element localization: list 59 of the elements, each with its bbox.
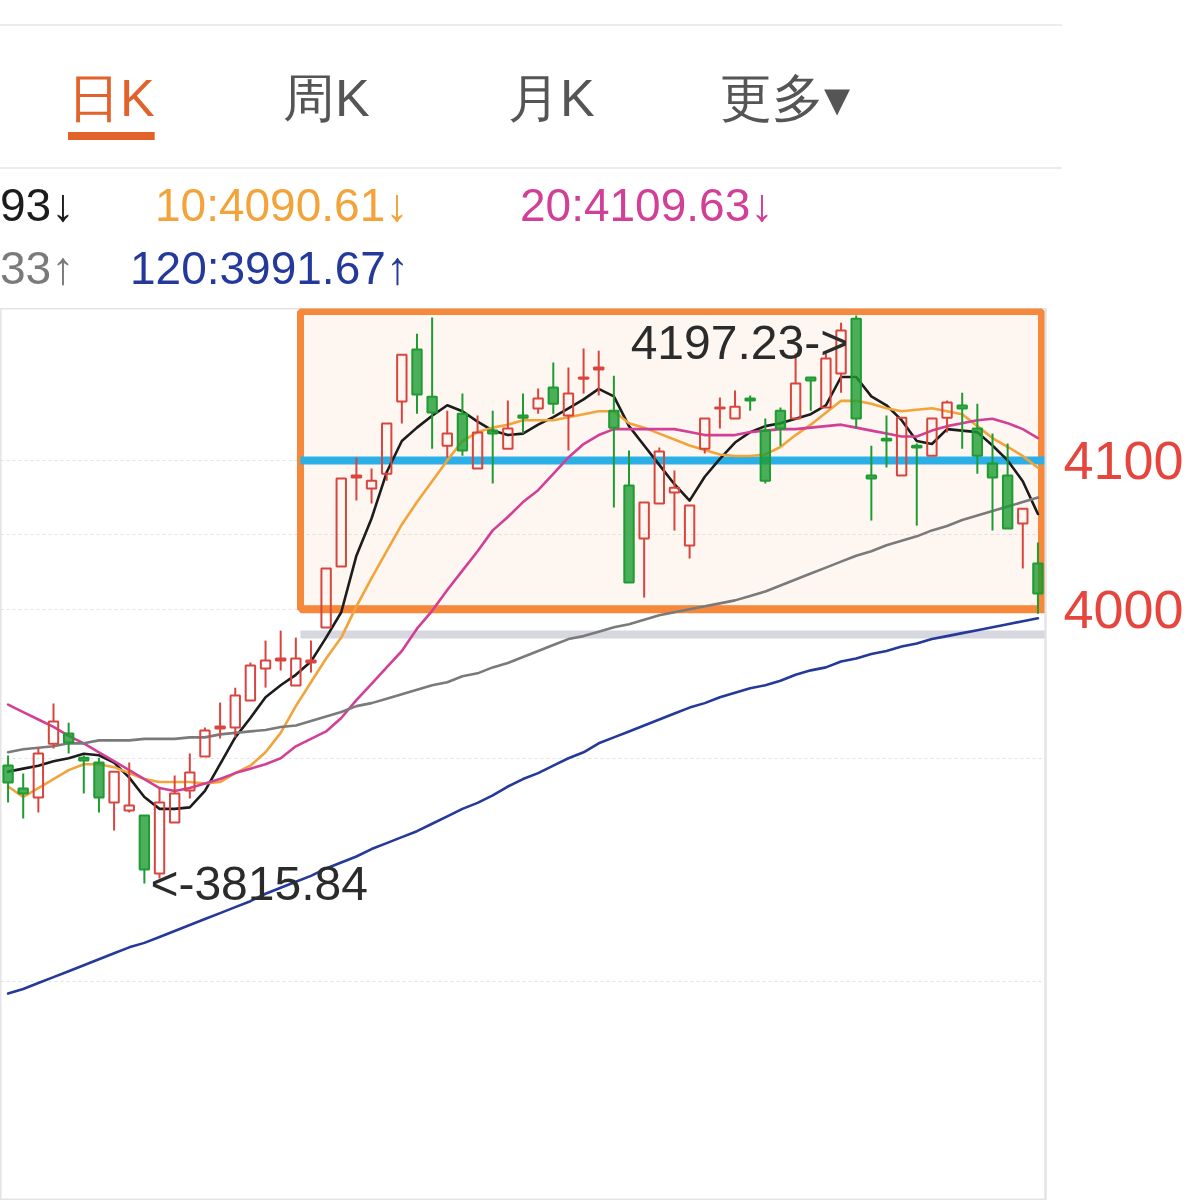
text: 周K (283, 68, 370, 129)
candlestick (108, 770, 120, 832)
candlestick (593, 349, 605, 397)
line-series (6, 616, 1040, 995)
candlestick (683, 504, 696, 560)
candlestick (926, 417, 938, 457)
candlestick (895, 416, 908, 477)
candlestick (426, 316, 438, 450)
candlestick (805, 376, 817, 412)
candlestick (168, 774, 181, 824)
candlestick (471, 414, 484, 470)
candlestick (487, 409, 499, 485)
candlestick (502, 399, 514, 450)
candlestick (956, 391, 968, 450)
candlestick (547, 361, 559, 415)
candlestick (441, 409, 453, 459)
candlestick (305, 639, 317, 674)
candlestick (411, 332, 423, 415)
candlestick (668, 469, 681, 532)
candlestick (638, 501, 650, 599)
text: 33↑ (0, 241, 75, 296)
line-series (6, 496, 1040, 754)
candlestick (608, 374, 620, 509)
candlestick (396, 353, 408, 425)
candlestick (986, 432, 999, 532)
candlestick (623, 449, 635, 584)
candlestick (274, 629, 287, 672)
candlestick (350, 456, 363, 502)
candlestick (880, 414, 893, 469)
candlestick (2, 754, 14, 804)
text: 93↓ (0, 178, 75, 233)
candlestick (17, 772, 29, 820)
text: 120:3991.67↑ (130, 241, 409, 296)
candlestick (971, 402, 984, 475)
text: 10:4090.61↓ (155, 178, 409, 233)
y-tick-label: 4000 (1063, 578, 1184, 639)
candlestick (320, 567, 332, 629)
candlestick (562, 366, 575, 452)
candlestick (123, 761, 135, 814)
candlestick (577, 347, 590, 395)
candlestick (214, 701, 226, 740)
text: 日K (68, 68, 155, 129)
candlestick (62, 721, 75, 755)
text: 20:4109.63↓ (520, 178, 774, 233)
candlestick (1017, 507, 1029, 570)
candlestick (1001, 442, 1014, 530)
candlestick (865, 444, 878, 522)
candlestick (729, 389, 741, 420)
candlestick (335, 477, 347, 568)
y-tick-label: 4100 (1063, 429, 1184, 490)
candlestick (138, 814, 151, 885)
candlestick (714, 396, 726, 430)
text: 更多▾ (720, 68, 851, 129)
candlestick (365, 467, 378, 505)
text: 月K (508, 68, 595, 129)
candlestick (517, 392, 529, 435)
candlestick (259, 639, 272, 689)
candlestick (1032, 541, 1044, 615)
candlestick (290, 636, 302, 687)
